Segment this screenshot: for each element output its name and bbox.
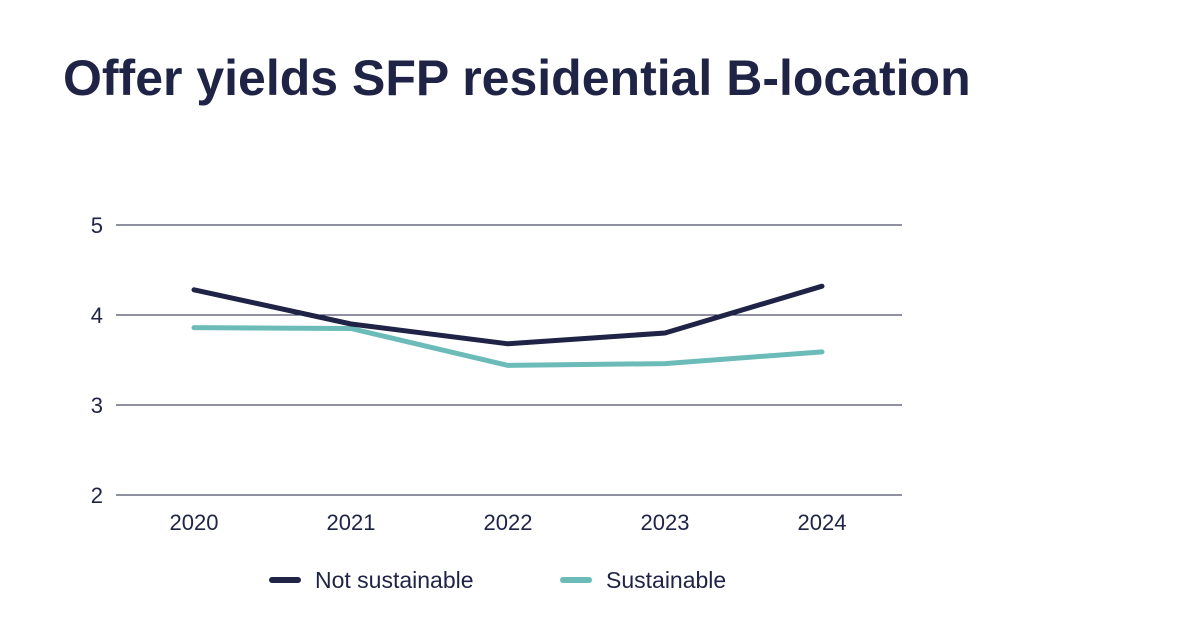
x-tick-label: 2024 bbox=[798, 510, 847, 535]
series-lines bbox=[191, 283, 825, 368]
gridlines bbox=[116, 224, 902, 496]
x-tick-label: 2023 bbox=[641, 510, 690, 535]
x-tick-label: 2021 bbox=[327, 510, 376, 535]
legend-label: Sustainable bbox=[606, 567, 726, 593]
y-tick-label: 3 bbox=[91, 393, 103, 418]
series-line-sustainable bbox=[191, 325, 825, 368]
x-tick-label: 2022 bbox=[484, 510, 533, 535]
y-axis-tick-labels: 2 3 4 5 bbox=[91, 213, 103, 508]
y-tick-label: 5 bbox=[91, 213, 103, 238]
series-line-not-sustainable bbox=[191, 283, 825, 347]
y-tick-label: 2 bbox=[91, 483, 103, 508]
y-tick-label: 4 bbox=[91, 303, 103, 328]
chart-title: Offer yields SFP residential B-location bbox=[63, 50, 971, 106]
legend-label: Not sustainable bbox=[315, 567, 474, 593]
x-tick-label: 2020 bbox=[170, 510, 219, 535]
x-axis-tick-labels: 2020 2021 2022 2023 2024 bbox=[170, 510, 847, 535]
legend: Not sustainable Sustainable bbox=[269, 567, 726, 593]
